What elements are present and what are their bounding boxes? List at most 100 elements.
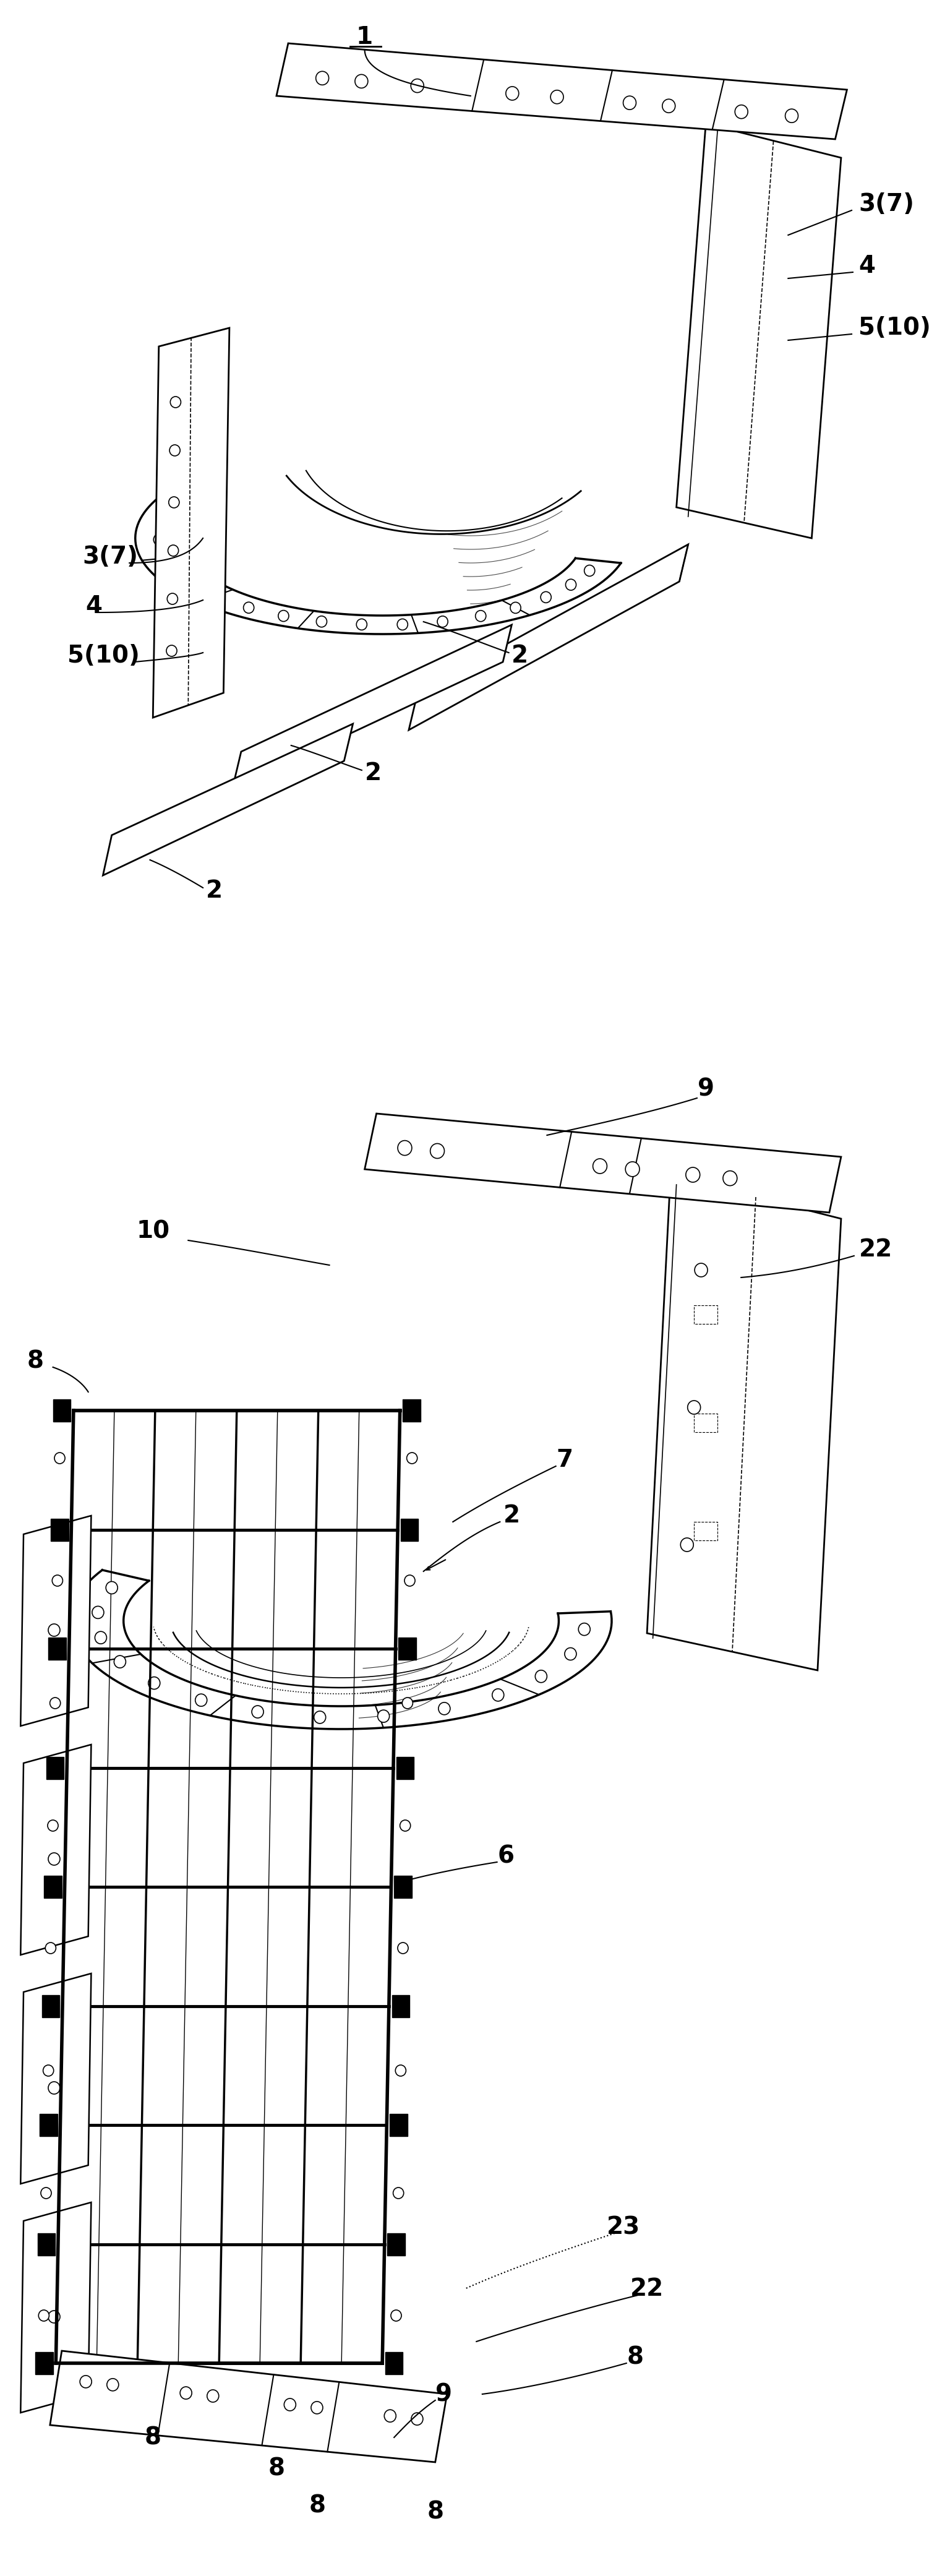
Circle shape	[213, 592, 224, 603]
Text: 9: 9	[697, 1077, 714, 1100]
Text: 8: 8	[627, 2344, 644, 2370]
Polygon shape	[647, 1175, 841, 1669]
Circle shape	[397, 1942, 409, 1953]
Circle shape	[411, 2414, 423, 2424]
Circle shape	[207, 2391, 219, 2403]
Circle shape	[397, 618, 408, 631]
Circle shape	[662, 98, 676, 113]
Circle shape	[314, 1710, 326, 1723]
Text: 3(7): 3(7)	[82, 546, 138, 569]
Polygon shape	[51, 1517, 68, 1540]
Circle shape	[565, 1649, 576, 1659]
Circle shape	[171, 397, 181, 407]
Text: 23: 23	[606, 2215, 640, 2239]
Polygon shape	[42, 1994, 60, 2017]
Polygon shape	[21, 1515, 91, 1726]
Circle shape	[402, 1698, 413, 1708]
Text: 5(10): 5(10)	[67, 644, 140, 667]
Polygon shape	[21, 1973, 91, 2184]
Polygon shape	[21, 2202, 91, 2414]
Circle shape	[395, 2066, 406, 2076]
Polygon shape	[390, 2115, 408, 2136]
Text: 3(7): 3(7)	[858, 193, 915, 216]
Circle shape	[680, 1538, 693, 1551]
Polygon shape	[396, 1757, 414, 1780]
Circle shape	[48, 1821, 58, 1832]
Polygon shape	[46, 1757, 64, 1780]
Circle shape	[391, 2311, 401, 2321]
Circle shape	[593, 1159, 607, 1175]
Circle shape	[566, 580, 576, 590]
Polygon shape	[398, 1638, 416, 1659]
Circle shape	[170, 446, 180, 456]
Circle shape	[694, 1262, 707, 1278]
Polygon shape	[44, 1875, 62, 1899]
Polygon shape	[392, 1994, 409, 2017]
Polygon shape	[39, 2115, 57, 2136]
Circle shape	[92, 1607, 104, 1618]
Polygon shape	[36, 2352, 52, 2375]
Circle shape	[405, 1574, 415, 1587]
Polygon shape	[49, 1638, 67, 1659]
Circle shape	[106, 1582, 118, 1595]
Text: 9: 9	[436, 2383, 453, 2406]
Circle shape	[244, 603, 254, 613]
Polygon shape	[232, 626, 512, 788]
Text: 2: 2	[503, 1504, 520, 1528]
Polygon shape	[409, 544, 688, 729]
Text: 8: 8	[27, 1350, 44, 1373]
Circle shape	[148, 1677, 160, 1690]
Circle shape	[170, 564, 180, 577]
Polygon shape	[103, 724, 353, 876]
Circle shape	[686, 1167, 700, 1182]
Text: 22: 22	[858, 1239, 892, 1262]
Circle shape	[169, 497, 179, 507]
Text: 8: 8	[268, 2458, 285, 2481]
Circle shape	[541, 592, 551, 603]
Circle shape	[156, 518, 167, 531]
Circle shape	[511, 603, 521, 613]
Circle shape	[45, 1942, 56, 1953]
Circle shape	[48, 2081, 60, 2094]
Circle shape	[167, 502, 178, 515]
Circle shape	[785, 108, 798, 124]
Circle shape	[384, 2409, 396, 2421]
Circle shape	[284, 2398, 296, 2411]
Circle shape	[475, 611, 486, 621]
Circle shape	[397, 1141, 412, 1157]
Circle shape	[585, 564, 595, 577]
Circle shape	[430, 1144, 444, 1159]
Circle shape	[623, 95, 636, 111]
Circle shape	[535, 1669, 547, 1682]
Circle shape	[723, 1172, 737, 1185]
Circle shape	[578, 1623, 590, 1636]
Circle shape	[316, 72, 329, 85]
Circle shape	[114, 1656, 126, 1667]
Circle shape	[167, 644, 177, 657]
Circle shape	[50, 1698, 61, 1708]
Polygon shape	[677, 124, 841, 538]
Text: 4: 4	[85, 595, 102, 618]
Circle shape	[154, 533, 164, 546]
Circle shape	[107, 2378, 119, 2391]
Text: 2: 2	[512, 644, 528, 667]
Circle shape	[407, 1453, 417, 1463]
Circle shape	[95, 1631, 107, 1643]
Circle shape	[439, 1703, 450, 1716]
Circle shape	[438, 616, 448, 626]
Circle shape	[195, 1695, 207, 1705]
Circle shape	[48, 2311, 60, 2324]
Circle shape	[167, 592, 178, 605]
Polygon shape	[21, 1744, 91, 1955]
Text: 2: 2	[206, 878, 223, 902]
Circle shape	[38, 2311, 49, 2321]
Circle shape	[252, 1705, 263, 1718]
Circle shape	[735, 106, 748, 118]
Circle shape	[43, 2066, 53, 2076]
Text: 1: 1	[356, 26, 373, 49]
Text: 4: 4	[858, 255, 875, 278]
Polygon shape	[388, 2233, 405, 2254]
Text: 2: 2	[364, 762, 381, 786]
Circle shape	[52, 1574, 63, 1587]
Text: 22: 22	[631, 2277, 663, 2300]
